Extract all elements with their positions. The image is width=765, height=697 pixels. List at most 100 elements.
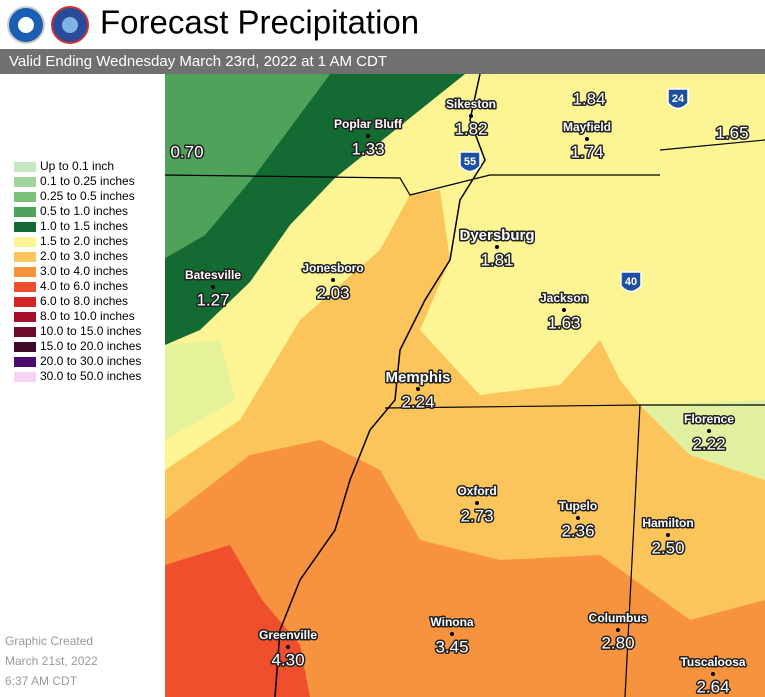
city-name: Oxford (457, 484, 496, 498)
legend-swatch (14, 297, 36, 307)
city-name: Mayfield (563, 120, 611, 134)
city-name: Batesville (185, 268, 241, 282)
legend-swatch (14, 162, 36, 172)
city-dot (469, 114, 473, 118)
city-dot (495, 245, 499, 249)
city-name: Tuscaloosa (680, 655, 745, 669)
city-name: Sikeston (446, 97, 496, 111)
region (165, 74, 330, 258)
legend-label: 4.0 to 6.0 inches (40, 279, 128, 293)
noaa-logo-inner (18, 17, 34, 33)
river (274, 73, 486, 697)
legend-label: 1.0 to 1.5 inches (40, 219, 128, 233)
city-dot (450, 632, 454, 636)
city-name: Jonesboro (302, 261, 363, 275)
legend-label: 8.0 to 10.0 inches (40, 309, 135, 323)
title: Forecast Precipitation (100, 4, 419, 41)
city-name: Poplar Bluff (334, 117, 403, 131)
city-dot (331, 278, 335, 282)
region (165, 74, 465, 345)
city-dot (707, 429, 711, 433)
precip-value: 1.84 (572, 89, 605, 108)
state-border (164, 139, 765, 697)
legend-label: Up to 0.1 inch (40, 159, 114, 173)
precip-value: 1.33 (351, 139, 384, 158)
city-name: Greenville (259, 628, 317, 642)
precip-value: 0.70 (170, 142, 203, 161)
legend-label: 10.0 to 15.0 inches (40, 324, 141, 338)
legend-swatch (14, 267, 36, 277)
legend-swatch (14, 282, 36, 292)
city-dot (416, 387, 420, 391)
highway-number: 55 (464, 156, 476, 168)
legend-swatch (14, 372, 36, 382)
city-dot (475, 501, 479, 505)
footer: Graphic Created March 21st, 2022 6:37 AM C… (5, 634, 98, 688)
city-dot (666, 533, 670, 537)
region (640, 400, 765, 480)
legend-swatch (14, 222, 36, 232)
precip-value: 4.30 (271, 650, 304, 669)
legend-label: 20.0 to 30.0 inches (40, 354, 141, 368)
city-name: Hamilton (642, 516, 693, 530)
highway-number: 24 (672, 93, 685, 105)
highway-number: 40 (625, 276, 637, 288)
footer-line: Graphic Created (5, 634, 93, 648)
precip-value: 1.27 (196, 290, 229, 309)
legend-swatch (14, 357, 36, 367)
city-name: Winona (430, 615, 474, 629)
precip-value: 1.74 (570, 142, 603, 161)
city-dot (711, 672, 715, 676)
legend-swatch (14, 192, 36, 202)
subtitle-bar (0, 49, 765, 74)
city-name: Florence (684, 412, 734, 426)
precip-value: 1.63 (547, 313, 580, 332)
precip-value: 2.22 (692, 434, 725, 453)
legend-swatch (14, 312, 36, 322)
map (164, 73, 765, 697)
city-dot (562, 308, 566, 312)
precip-value: 2.36 (561, 521, 594, 540)
city-name: Memphis (385, 369, 450, 386)
legend-swatch (14, 342, 36, 352)
legend-label: 0.25 to 0.5 inches (40, 189, 135, 203)
nws-logo-inner (62, 17, 78, 33)
region (165, 440, 765, 697)
precip-value: 3.45 (435, 637, 468, 656)
city-dot (286, 645, 290, 649)
legend-label: 3.0 to 4.0 inches (40, 264, 128, 278)
legend-label: 6.0 to 8.0 inches (40, 294, 128, 308)
city-dot (576, 516, 580, 520)
precip-value: 1.81 (480, 250, 513, 269)
legend-label: 0.1 to 0.25 inches (40, 174, 135, 188)
city-dot (616, 628, 620, 632)
precip-value: 2.03 (316, 283, 349, 302)
highway-shield (667, 88, 689, 110)
region (165, 340, 235, 440)
precip-value: 2.80 (601, 633, 634, 652)
subtitle: Valid Ending Wednesday March 23rd, 2022 … (9, 53, 387, 70)
legend-swatch (14, 207, 36, 217)
city-dot (366, 134, 370, 138)
precip-value: 2.50 (651, 538, 684, 557)
footer-line: March 21st, 2022 (5, 654, 98, 668)
precip-value: 2.64 (696, 677, 729, 696)
city-name: Tupelo (559, 499, 597, 513)
highway-shield (620, 271, 642, 293)
legend-swatch (14, 327, 36, 337)
region (165, 545, 310, 697)
city-name: Dyersburg (459, 227, 534, 244)
legend-swatch (14, 177, 36, 187)
city-dot (211, 285, 215, 289)
city-dot (585, 137, 589, 141)
highway-shield (459, 151, 481, 173)
legend-label: 1.5 to 2.0 inches (40, 234, 128, 248)
legend-label: 2.0 to 3.0 inches (40, 249, 128, 263)
legend-label: 0.5 to 1.0 inches (40, 204, 128, 218)
city-name: Jackson (540, 291, 588, 305)
legend-label: 30.0 to 50.0 inches (40, 369, 141, 383)
legend-swatch (14, 237, 36, 247)
precip-value: 1.65 (715, 123, 748, 142)
